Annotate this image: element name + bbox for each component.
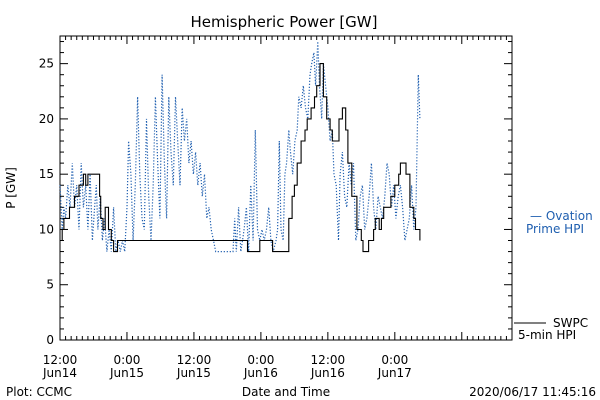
legend-ovation-line2: Prime HPI — [526, 222, 584, 236]
legend-swpc-line1: SWPC — [553, 316, 588, 330]
footer-left: Plot: CCMC — [6, 385, 72, 399]
legend-swpc: SWPC 5-min HPI — [514, 316, 588, 342]
x-tick-label-time: 12:00 — [43, 353, 78, 367]
x-tick-label-date: Jun15 — [109, 366, 144, 380]
y-tick-label: 10 — [39, 222, 54, 236]
y-tick-label: 20 — [39, 112, 54, 126]
x-ticks: 12:00Jun140:00Jun1512:00Jun150:00Jun1612… — [42, 36, 513, 380]
legend-swpc-line2: 5-min HPI — [518, 328, 576, 342]
y-ticks: 0 5 10 15 20 25 — [39, 41, 512, 347]
y-tick-label: 15 — [39, 167, 54, 181]
x-tick-label-time: 12:00 — [177, 353, 212, 367]
x-tick-label-date: Jun16 — [310, 366, 345, 380]
legend-ovation-line1: — Ovation — [530, 209, 593, 223]
y-tick-label: 5 — [46, 278, 54, 292]
x-tick-label-time: 0:00 — [381, 353, 408, 367]
chart-title: Hemispheric Power [GW] — [191, 13, 378, 31]
y-axis-label: P [GW] — [4, 167, 18, 209]
y-tick-label: 25 — [39, 57, 54, 71]
plot-frame — [59, 35, 513, 341]
x-axis-label: Date and Time — [242, 385, 330, 399]
x-tick-label-time: 0:00 — [113, 353, 140, 367]
series-line-swpc — [60, 63, 421, 253]
y-tick-label: 0 — [46, 333, 54, 347]
legend-ovation: — Ovation Prime HPI — [526, 209, 593, 236]
series-layer — [59, 41, 421, 253]
x-tick-label-time: 0:00 — [247, 353, 274, 367]
footer-right: 2020/06/17 11:45:16 — [469, 385, 596, 399]
x-tick-label-time: 12:00 — [311, 353, 346, 367]
x-tick-label-date: Jun17 — [377, 366, 412, 380]
x-tick-label-date: Jun16 — [243, 366, 278, 380]
x-tick-label-date: Jun15 — [176, 366, 211, 380]
x-tick-label-date: Jun14 — [42, 366, 77, 380]
series-line-ovation — [59, 41, 421, 253]
